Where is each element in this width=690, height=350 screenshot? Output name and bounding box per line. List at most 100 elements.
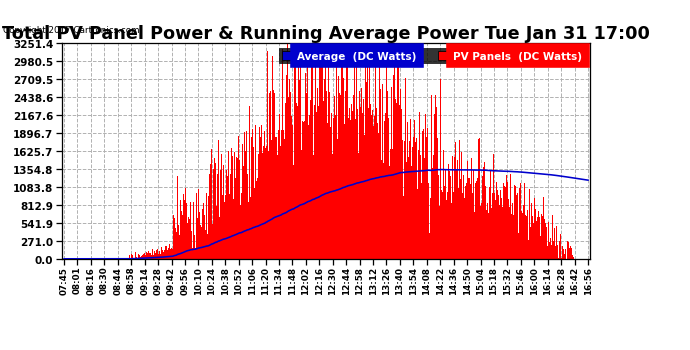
Bar	[420, 155, 421, 259]
Bar	[475, 184, 476, 259]
Bar	[368, 108, 369, 259]
Bar	[279, 114, 280, 259]
Bar	[460, 179, 461, 259]
Bar	[192, 248, 193, 259]
Bar	[566, 242, 568, 259]
Bar	[464, 186, 466, 259]
Bar	[346, 116, 348, 259]
Bar	[308, 126, 309, 259]
Bar	[313, 155, 314, 259]
Bar	[497, 190, 498, 259]
Bar	[424, 114, 426, 259]
Bar	[312, 62, 313, 259]
Bar	[311, 44, 312, 259]
Bar	[224, 196, 226, 259]
Bar	[461, 152, 462, 259]
Bar	[136, 257, 137, 259]
Bar	[316, 113, 317, 259]
Bar	[220, 170, 221, 259]
Bar	[212, 224, 213, 259]
Bar	[276, 138, 277, 259]
Bar	[469, 178, 471, 259]
Bar	[518, 233, 519, 259]
Bar	[476, 182, 477, 259]
Bar	[253, 147, 254, 259]
Bar	[132, 255, 133, 259]
Bar	[539, 218, 540, 259]
Bar	[374, 116, 375, 259]
Bar	[371, 116, 372, 259]
Bar	[520, 183, 521, 259]
Bar	[281, 130, 282, 259]
Bar	[140, 257, 141, 259]
Bar	[516, 195, 517, 259]
Bar	[503, 183, 504, 259]
Bar	[297, 106, 298, 259]
Bar	[444, 171, 446, 259]
Bar	[240, 205, 241, 259]
Bar	[229, 194, 230, 259]
Bar	[512, 203, 513, 259]
Bar	[431, 96, 432, 259]
Bar	[264, 148, 266, 259]
Bar	[457, 160, 458, 259]
Bar	[519, 188, 520, 259]
Bar	[335, 116, 336, 259]
Bar	[266, 146, 268, 259]
Bar	[364, 55, 366, 259]
Bar	[243, 166, 244, 259]
Bar	[349, 109, 351, 259]
Bar	[363, 99, 364, 259]
Bar	[230, 175, 231, 259]
Bar	[521, 211, 522, 259]
Legend: Average  (DC Watts), PV Panels  (DC Watts): Average (DC Watts), PV Panels (DC Watts)	[279, 49, 584, 64]
Bar	[198, 189, 199, 259]
Bar	[199, 212, 200, 259]
Bar	[563, 249, 564, 259]
Bar	[413, 138, 414, 259]
Bar	[176, 233, 177, 259]
Bar	[511, 215, 512, 259]
Bar	[380, 90, 381, 259]
Bar	[541, 215, 542, 259]
Bar	[178, 225, 179, 259]
Bar	[437, 139, 438, 259]
Bar	[148, 251, 149, 259]
Bar	[288, 98, 289, 259]
Bar	[155, 253, 156, 259]
Bar	[394, 44, 395, 259]
Bar	[498, 196, 499, 259]
Bar	[543, 197, 544, 259]
Bar	[436, 108, 437, 259]
Bar	[524, 215, 526, 259]
Bar	[169, 245, 170, 259]
Bar	[419, 113, 420, 259]
Bar	[189, 220, 190, 259]
Bar	[257, 178, 258, 259]
Bar	[564, 250, 566, 259]
Bar	[150, 253, 151, 259]
Bar	[190, 202, 191, 259]
Bar	[239, 161, 240, 259]
Bar	[571, 248, 572, 259]
Bar	[454, 158, 455, 259]
Bar	[260, 138, 261, 259]
Bar	[416, 138, 417, 259]
Bar	[203, 203, 204, 259]
Bar	[320, 51, 321, 259]
Bar	[289, 79, 290, 259]
Bar	[144, 255, 146, 259]
Bar	[290, 93, 291, 259]
Bar	[533, 223, 534, 259]
Bar	[528, 216, 529, 259]
Bar	[303, 123, 304, 259]
Bar	[200, 225, 201, 259]
Bar	[396, 104, 397, 259]
Bar	[386, 135, 388, 259]
Bar	[296, 103, 297, 259]
Bar	[535, 210, 536, 259]
Bar	[395, 99, 396, 259]
Bar	[339, 94, 340, 259]
Bar	[342, 44, 343, 259]
Bar	[323, 102, 324, 259]
